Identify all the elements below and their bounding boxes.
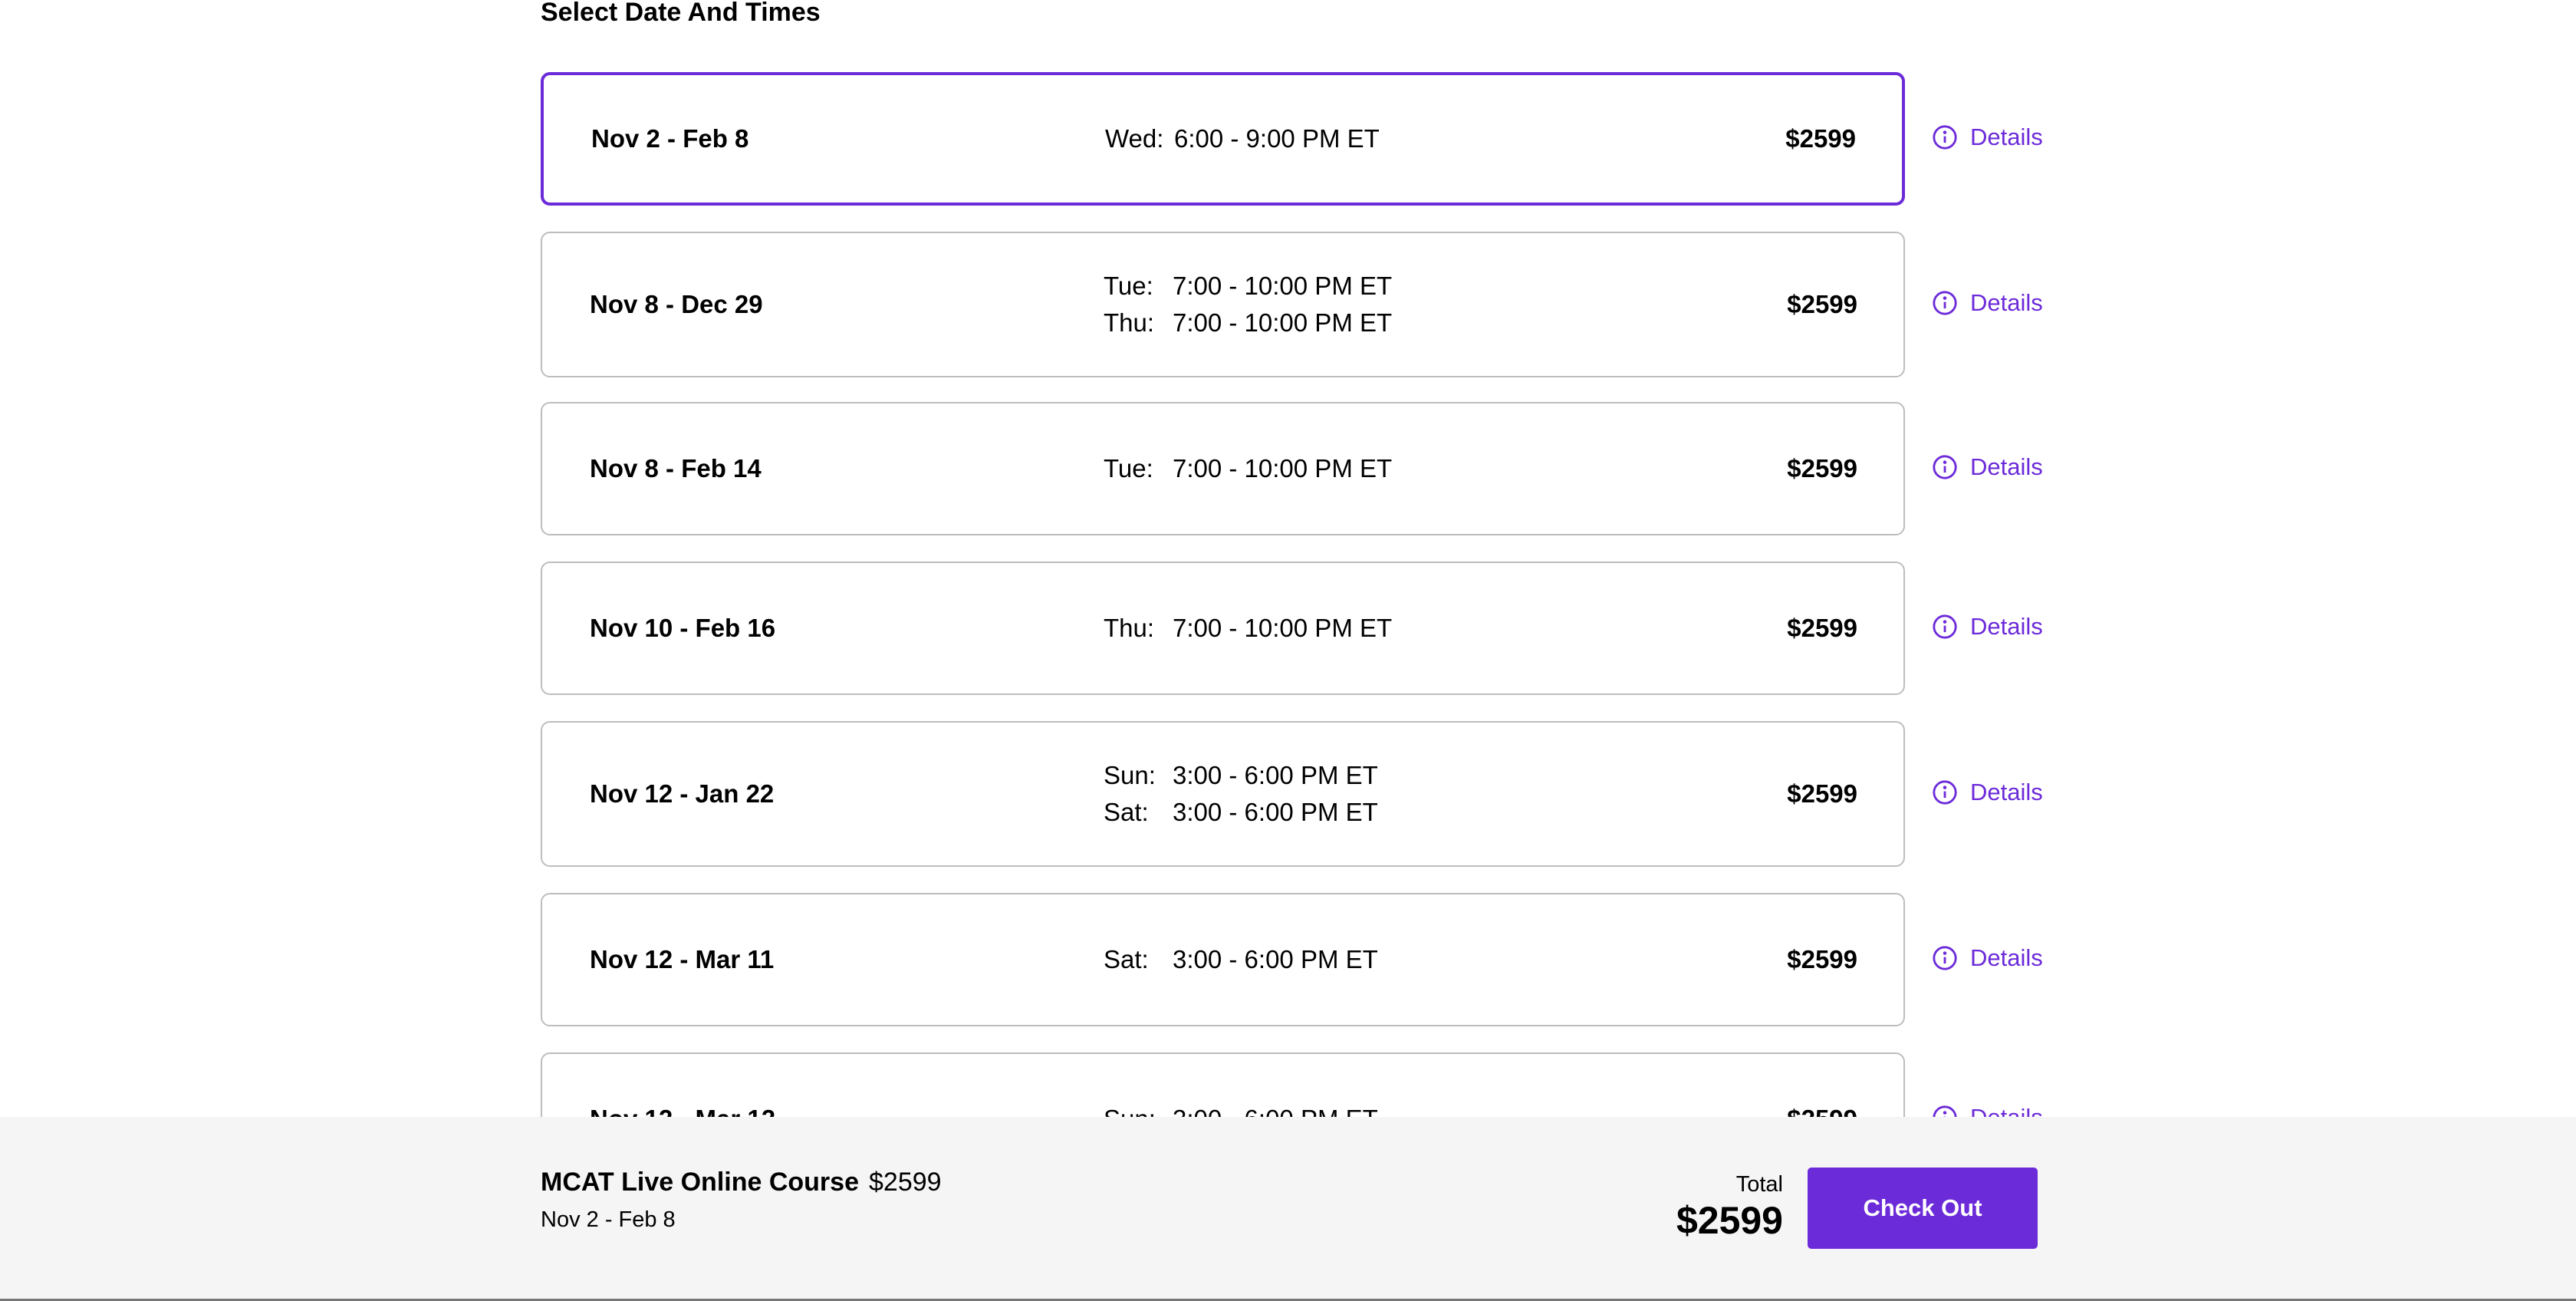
course-name: MCAT Live Online Course [541, 1168, 859, 1197]
option-times: Wed: 6:00 - 9:00 PM ET [1105, 120, 1380, 157]
time-slot-day: Thu: [1104, 614, 1155, 642]
date-option-row: Nov 10 - Feb 16 Thu: 7:00 - 10:00 PM ET $25… [541, 562, 2074, 695]
course-price: $2599 [869, 1168, 942, 1197]
details-label: Details [1970, 613, 2043, 640]
info-icon [1932, 124, 1958, 150]
time-slot-hours: 7:00 - 10:00 PM ET [1173, 454, 1393, 483]
info-icon [1932, 454, 1958, 480]
details-link[interactable]: Details [1932, 453, 2043, 481]
date-option-row: Nov 2 - Feb 8 Wed: 6:00 - 9:00 PM ET $2599 D… [541, 72, 2074, 206]
option-times: Thu: 7:00 - 10:00 PM ET [1104, 610, 1392, 647]
time-slot-hours: 7:00 - 10:00 PM ET [1173, 272, 1393, 300]
time-slot-day: Sat: [1104, 945, 1149, 973]
info-icon [1932, 290, 1958, 316]
time-slot: Wed: 6:00 - 9:00 PM ET [1105, 120, 1380, 157]
option-price: $2599 [1787, 614, 1857, 642]
time-slot: Sat: 3:00 - 6:00 PM ET [1104, 941, 1378, 978]
option-dates: Nov 12 - Mar 11 [590, 945, 775, 973]
option-times: Tue: 7:00 - 10:00 PM ET [1104, 450, 1392, 487]
date-option-card[interactable]: Nov 10 - Feb 16 Thu: 7:00 - 10:00 PM ET $25… [541, 562, 1905, 695]
date-option-card[interactable]: Nov 12 - Mar 11 Sat: 3:00 - 6:00 PM ET $259… [541, 893, 1905, 1026]
time-slot-day: Tue: [1104, 454, 1153, 483]
time-slot: Tue: 7:00 - 10:00 PM ET [1104, 450, 1392, 487]
option-price: $2599 [1785, 124, 1856, 153]
date-option-card[interactable]: Nov 12 - Jan 22 Sun: 3:00 - 6:00 PM ET Sat:… [541, 721, 1905, 867]
time-slot-day: Sat: [1104, 798, 1149, 826]
time-slot: Sat: 3:00 - 6:00 PM ET [1104, 794, 1378, 831]
time-slot-day: Tue: [1104, 272, 1153, 300]
option-price: $2599 [1787, 945, 1857, 973]
time-slot-hours: 7:00 - 10:00 PM ET [1173, 308, 1393, 337]
date-option-card[interactable]: Nov 8 - Dec 29 Tue: 7:00 - 10:00 PM ET Thu:… [541, 232, 1905, 377]
checkout-footer: MCAT Live Online Course $2599 Nov 2 - Fe… [0, 1117, 2576, 1301]
date-option-card[interactable]: Nov 2 - Feb 8 Wed: 6:00 - 9:00 PM ET $2599 [541, 72, 1905, 206]
time-slot-hours: 3:00 - 6:00 PM ET [1173, 945, 1378, 973]
time-slot: Tue: 7:00 - 10:00 PM ET [1104, 268, 1392, 305]
time-slot: Thu: 7:00 - 10:00 PM ET [1104, 610, 1392, 647]
option-dates: Nov 8 - Feb 14 [590, 454, 762, 483]
time-slot-day: Sun: [1104, 761, 1156, 789]
date-option-row: Nov 12 - Jan 22 Sun: 3:00 - 6:00 PM ET Sat:… [541, 721, 2074, 867]
course-dates: Nov 2 - Feb 8 [541, 1207, 676, 1232]
time-slot-day: Wed: [1105, 124, 1164, 153]
time-slot-day: Thu: [1104, 308, 1155, 337]
option-times: Tue: 7:00 - 10:00 PM ET Thu: 7:00 - 10:00 P… [1104, 268, 1392, 341]
details-link[interactable]: Details [1932, 613, 2043, 641]
time-slot-hours: 3:00 - 6:00 PM ET [1173, 798, 1378, 826]
time-slot: Thu: 7:00 - 10:00 PM ET [1104, 305, 1392, 341]
option-dates: Nov 2 - Feb 8 [591, 124, 749, 153]
option-dates: Nov 8 - Dec 29 [590, 290, 763, 318]
time-slot-hours: 7:00 - 10:00 PM ET [1173, 614, 1393, 642]
option-price: $2599 [1787, 454, 1857, 483]
option-dates: Nov 12 - Jan 22 [590, 779, 775, 808]
option-times: Sun: 3:00 - 6:00 PM ET Sat: 3:00 - 6:00 PM … [1104, 757, 1378, 831]
option-price: $2599 [1787, 290, 1857, 318]
option-dates: Nov 10 - Feb 16 [590, 614, 776, 642]
details-link[interactable]: Details [1932, 289, 2043, 317]
details-label: Details [1970, 289, 2043, 316]
details-link[interactable]: Details [1932, 779, 2043, 806]
details-label: Details [1970, 124, 2043, 150]
time-slot-hours: 6:00 - 9:00 PM ET [1174, 124, 1380, 153]
details-link[interactable]: Details [1932, 944, 2043, 972]
option-times: Sat: 3:00 - 6:00 PM ET [1104, 941, 1378, 978]
details-label: Details [1970, 453, 2043, 480]
date-option-card[interactable]: Nov 8 - Feb 14 Tue: 7:00 - 10:00 PM ET $259… [541, 402, 1905, 535]
info-icon [1932, 614, 1958, 640]
time-slot-hours: 3:00 - 6:00 PM ET [1173, 761, 1378, 789]
date-option-row: Nov 12 - Mar 11 Sat: 3:00 - 6:00 PM ET $259… [541, 893, 2074, 1026]
details-label: Details [1970, 944, 2043, 971]
details-label: Details [1970, 779, 2043, 805]
total-value: $2599 [1676, 1199, 1783, 1242]
checkout-button[interactable]: Check Out [1808, 1168, 2038, 1249]
info-icon [1932, 945, 1958, 971]
total-label: Total [1735, 1172, 1783, 1197]
date-option-row: Nov 8 - Feb 14 Tue: 7:00 - 10:00 PM ET $259… [541, 402, 2074, 535]
time-slot: Sun: 3:00 - 6:00 PM ET [1104, 757, 1378, 794]
info-icon [1932, 779, 1958, 805]
section-heading: Select Date And Times [541, 0, 821, 27]
date-option-row: Nov 8 - Dec 29 Tue: 7:00 - 10:00 PM ET Thu:… [541, 232, 2074, 377]
option-price: $2599 [1787, 779, 1857, 808]
details-link[interactable]: Details [1932, 124, 2043, 151]
